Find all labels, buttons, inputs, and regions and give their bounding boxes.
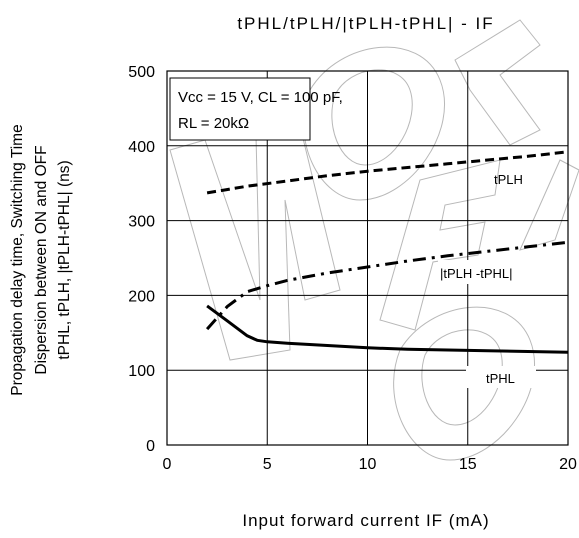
y-tick-label: 300 xyxy=(128,214,155,231)
y-tick-label: 0 xyxy=(146,438,155,455)
x-tick-label: 10 xyxy=(359,456,377,473)
series-group xyxy=(205,150,569,354)
y-tick-label: 400 xyxy=(128,139,155,156)
series-line-2 xyxy=(206,304,569,354)
conditions-line-2: RL = 20kΩ xyxy=(178,115,249,132)
conditions-line-1: Vcc = 15 V, CL = 100 pF, xyxy=(178,89,343,106)
series-label-diff: |tPLH -tPHL| xyxy=(440,266,513,281)
series-line-1 xyxy=(205,240,569,331)
x-tick-label: 0 xyxy=(163,456,172,473)
series-label-tphl-bg xyxy=(466,366,536,388)
series-label-tphl: tPHL xyxy=(486,371,515,386)
series-label-tplh: tPLH xyxy=(494,172,523,187)
conditions-box: Vcc = 15 V, CL = 100 pF, RL = 20kΩ xyxy=(169,77,343,141)
x-tick-label: 5 xyxy=(263,456,272,473)
x-axis-label: Input forward current IF (mA) xyxy=(242,511,489,530)
y-tick-label: 100 xyxy=(128,363,155,380)
chart-title: tPHL/tPLH/|tPLH-tPHL| - IF xyxy=(237,14,494,33)
y-tick-label: 200 xyxy=(128,288,155,305)
y-axis-label-line-3: tPHL, tPLH, |tPLH-tPHL| (ns) xyxy=(56,160,73,359)
y-tick-label: 500 xyxy=(128,64,155,81)
x-tick-label: 20 xyxy=(559,456,577,473)
series-label-diff-bg xyxy=(438,260,534,284)
y-axis-label-line-1: Propagation delay time, Switching Time xyxy=(9,124,26,395)
x-tick-label: 15 xyxy=(459,456,477,473)
y-axis-label-line-2: Dispersion between ON and OFF xyxy=(33,145,50,374)
watermark xyxy=(169,19,579,461)
series-line-0 xyxy=(206,150,569,195)
conditions-frame xyxy=(169,77,311,141)
